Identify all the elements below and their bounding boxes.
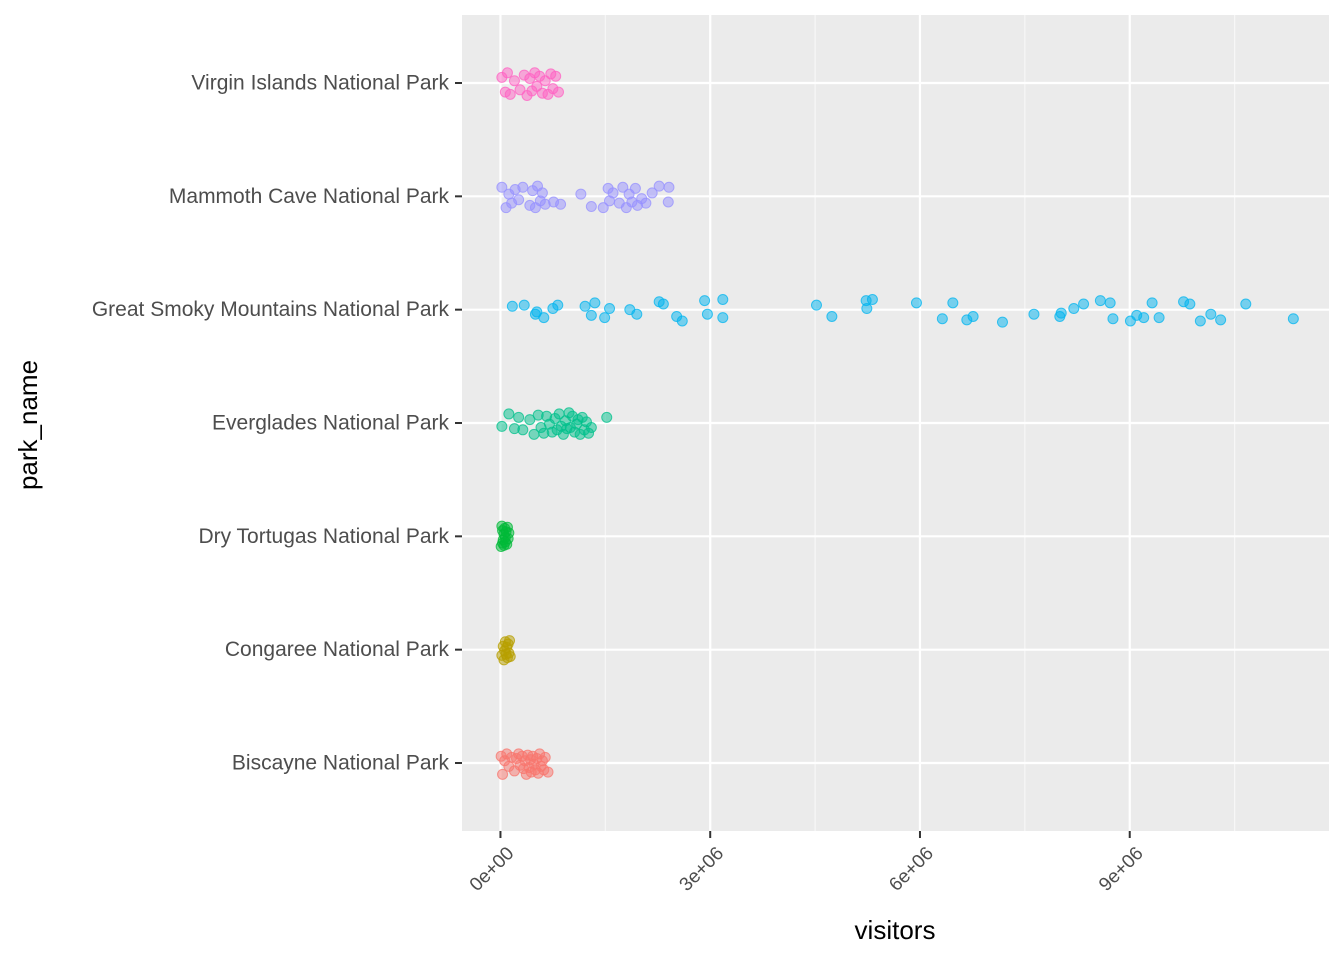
data-point [1078, 298, 1090, 310]
y-tick-label: Virgin Islands National Park [191, 72, 449, 95]
data-point [947, 297, 959, 309]
data-point [503, 408, 515, 420]
data-point [513, 411, 525, 423]
data-point [536, 187, 548, 199]
data-point [1184, 298, 1196, 310]
data-point [524, 414, 536, 426]
y-tick-label: Great Smoky Mountains National Park [92, 298, 450, 321]
data-point [967, 310, 979, 322]
y-axis: Biscayne National Park Congaree National … [92, 72, 462, 775]
data-point [597, 202, 609, 214]
data-point [996, 316, 1008, 328]
data-point [1104, 297, 1116, 309]
data-point [617, 181, 629, 193]
data-point [542, 766, 554, 778]
data-point [518, 299, 530, 311]
data-point [1055, 307, 1067, 319]
data-point [1194, 315, 1206, 327]
data-point [552, 86, 564, 98]
data-point [550, 70, 562, 82]
data-point [496, 420, 508, 432]
data-point [517, 181, 529, 193]
data-point [555, 198, 567, 210]
data-point [936, 313, 948, 325]
data-points [495, 67, 1299, 780]
data-point [506, 300, 518, 312]
y-tick-label: Everglades National Park [212, 412, 449, 435]
data-point [640, 197, 652, 209]
grid-major [462, 15, 1329, 831]
data-point [663, 181, 675, 193]
data-point [662, 196, 674, 208]
data-point [504, 635, 516, 647]
data-point [1107, 313, 1119, 325]
data-point [508, 75, 520, 87]
data-point [585, 309, 597, 321]
y-tick-label: Congaree National Park [225, 638, 450, 661]
data-point [585, 201, 597, 213]
data-point [599, 312, 611, 324]
x-tick-label: 3e+06 [676, 843, 729, 896]
data-point [1205, 308, 1217, 320]
data-point [503, 527, 515, 539]
data-point [1028, 308, 1040, 320]
x-tick-label: 0e+00 [466, 843, 519, 896]
data-point [497, 768, 509, 780]
data-point [653, 180, 665, 192]
x-axis-title: visitors [855, 915, 936, 945]
data-point [496, 181, 508, 193]
data-point [646, 187, 658, 199]
data-point [504, 650, 516, 662]
data-point [1215, 314, 1227, 326]
data-point [579, 300, 591, 312]
x-axis: 0e+00 3e+06 6e+06 9e+06 [466, 831, 1148, 896]
data-point [513, 194, 525, 206]
data-point [1146, 297, 1158, 309]
data-point [517, 424, 529, 436]
y-tick-label: Biscayne National Park [232, 752, 450, 775]
data-point [657, 298, 669, 310]
data-point [1287, 313, 1299, 325]
data-point [701, 308, 713, 320]
data-point [539, 751, 551, 763]
data-point [1153, 312, 1165, 324]
data-point [604, 303, 616, 315]
data-point [1138, 312, 1150, 324]
data-point [585, 422, 597, 434]
y-tick-label: Dry Tortugas National Park [198, 525, 449, 548]
data-point [601, 411, 613, 423]
data-point [676, 315, 688, 327]
data-point [504, 88, 516, 100]
data-point [552, 299, 564, 311]
x-tick-label: 6e+06 [885, 843, 938, 896]
data-point [631, 308, 643, 320]
data-point [699, 295, 711, 307]
y-tick-label: Mammoth Cave National Park [169, 185, 450, 208]
data-point [861, 303, 873, 315]
data-point [866, 293, 878, 305]
data-point [607, 187, 619, 199]
data-point [910, 297, 922, 309]
data-point [717, 312, 729, 324]
y-axis-title: park_name [13, 360, 43, 490]
x-tick-label: 9e+06 [1095, 843, 1148, 896]
data-point [810, 299, 822, 311]
data-point [589, 297, 601, 309]
data-point [1068, 303, 1080, 315]
data-point [1240, 298, 1252, 310]
data-point [575, 188, 587, 200]
data-point [538, 312, 550, 324]
data-point [629, 182, 641, 194]
data-point [826, 310, 838, 322]
data-point [1094, 295, 1106, 307]
data-point [717, 293, 729, 305]
data-point [501, 67, 513, 79]
